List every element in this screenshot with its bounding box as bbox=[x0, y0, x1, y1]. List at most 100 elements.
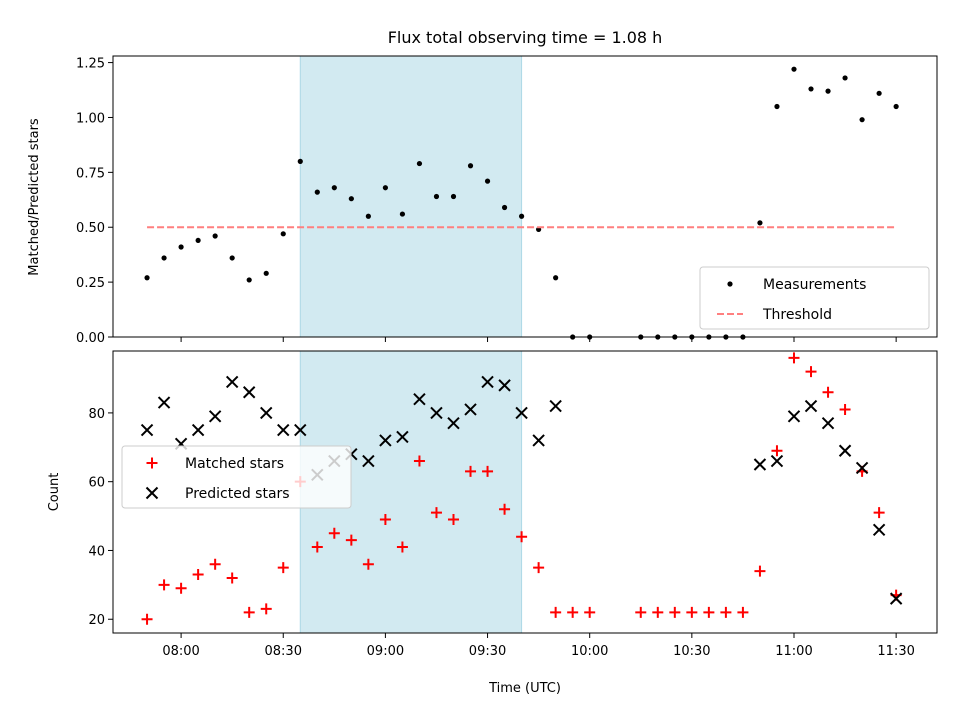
x-tick-label: 09:00 bbox=[367, 644, 404, 659]
data-point bbox=[703, 606, 715, 618]
data-point bbox=[212, 233, 218, 239]
data-point bbox=[498, 379, 511, 392]
data-point bbox=[855, 461, 869, 475]
data-point bbox=[208, 410, 222, 423]
data-point bbox=[430, 406, 443, 420]
y-tick-label: 80 bbox=[88, 407, 105, 422]
shaded-interval bbox=[299, 55, 523, 338]
legend-label: Matched stars bbox=[185, 456, 284, 472]
data-point bbox=[191, 423, 205, 437]
data-point bbox=[481, 375, 494, 389]
data-point bbox=[770, 454, 784, 468]
data-point bbox=[277, 562, 289, 574]
top-panel: 0.00 0.25 0.50 0.75 1.00 1.25 Measurements Thre… bbox=[76, 55, 938, 346]
y-tick-label: 0.00 bbox=[76, 331, 105, 346]
data-point bbox=[754, 565, 766, 577]
legend-label: Threshold bbox=[762, 307, 832, 323]
legend: Matched stars Predicted stars bbox=[121, 445, 352, 509]
data-point bbox=[331, 185, 337, 191]
data-point bbox=[161, 255, 167, 261]
axes-frame bbox=[112, 350, 938, 634]
data-point bbox=[243, 606, 255, 618]
data-point bbox=[328, 527, 340, 539]
data-point bbox=[294, 423, 307, 437]
data-point bbox=[209, 558, 221, 570]
data-point bbox=[788, 352, 800, 364]
data-point bbox=[501, 204, 508, 211]
data-point bbox=[822, 386, 834, 398]
data-point bbox=[277, 423, 290, 437]
data-point bbox=[263, 270, 269, 276]
data-point bbox=[805, 366, 817, 378]
data-point bbox=[379, 514, 391, 526]
data-point bbox=[362, 558, 374, 570]
data-point bbox=[379, 434, 392, 447]
data-point bbox=[872, 523, 886, 537]
data-point bbox=[518, 213, 525, 219]
y-tick-label: 40 bbox=[88, 544, 105, 559]
data-point bbox=[842, 75, 848, 81]
data-point bbox=[584, 606, 596, 618]
data-point bbox=[839, 403, 851, 415]
x-tick-label: 11:00 bbox=[775, 644, 812, 659]
data-point bbox=[825, 88, 831, 94]
y-tick-label: 0.25 bbox=[76, 276, 105, 291]
data-point bbox=[787, 410, 801, 423]
x-tick-label: 08:00 bbox=[162, 644, 199, 659]
data-point bbox=[467, 163, 474, 169]
data-point bbox=[876, 90, 882, 96]
data-point bbox=[225, 375, 239, 389]
data-point bbox=[348, 196, 354, 202]
data-point bbox=[413, 455, 425, 467]
data-point bbox=[808, 86, 814, 92]
legend-box bbox=[121, 445, 352, 509]
legend: Measurements Threshold bbox=[699, 266, 930, 330]
data-point bbox=[450, 193, 457, 200]
data-point bbox=[553, 275, 559, 281]
axes-frame bbox=[112, 55, 938, 338]
data-point bbox=[260, 603, 272, 615]
data-point bbox=[178, 244, 184, 250]
data-point bbox=[447, 514, 459, 526]
data-point bbox=[362, 454, 375, 468]
data-point bbox=[192, 569, 204, 581]
data-point bbox=[345, 534, 357, 546]
legend-box bbox=[699, 266, 930, 330]
data-point bbox=[893, 103, 899, 110]
chart-title: Flux total observing time = 1.08 h bbox=[388, 28, 663, 47]
data-point bbox=[774, 103, 780, 110]
data-point bbox=[859, 117, 865, 123]
y-tick-label: 0.75 bbox=[76, 166, 105, 181]
data-point bbox=[549, 399, 562, 413]
y-tick-label: 1.00 bbox=[76, 111, 105, 126]
data-point bbox=[804, 399, 818, 413]
data-point bbox=[873, 507, 885, 519]
x-tick-label: 11:30 bbox=[877, 644, 914, 659]
data-point bbox=[399, 211, 406, 217]
data-point bbox=[532, 434, 545, 447]
y-tick-label: 20 bbox=[88, 613, 105, 628]
data-point bbox=[430, 507, 442, 519]
data-point bbox=[771, 445, 783, 457]
y-tick-label: 0.50 bbox=[76, 221, 105, 236]
data-point bbox=[889, 592, 903, 605]
legend-marker bbox=[145, 486, 159, 500]
data-point bbox=[838, 444, 852, 457]
x-tick-label: 09:30 bbox=[469, 644, 506, 659]
data-point bbox=[686, 606, 698, 618]
data-point bbox=[314, 189, 320, 195]
data-point bbox=[482, 465, 494, 477]
legend-label: Measurements bbox=[763, 277, 866, 293]
data-point bbox=[567, 606, 579, 618]
data-point bbox=[737, 606, 749, 618]
data-point bbox=[396, 541, 408, 553]
y-axis-label-bottom: Count bbox=[47, 473, 62, 512]
data-point bbox=[382, 185, 388, 191]
legend-label: Predicted stars bbox=[185, 486, 290, 502]
data-point bbox=[311, 541, 323, 553]
data-point bbox=[484, 178, 491, 184]
data-point bbox=[499, 503, 511, 515]
y-axis-label-top: Matched/Predicted stars bbox=[27, 118, 42, 276]
data-point bbox=[297, 158, 303, 164]
data-point bbox=[753, 458, 767, 471]
